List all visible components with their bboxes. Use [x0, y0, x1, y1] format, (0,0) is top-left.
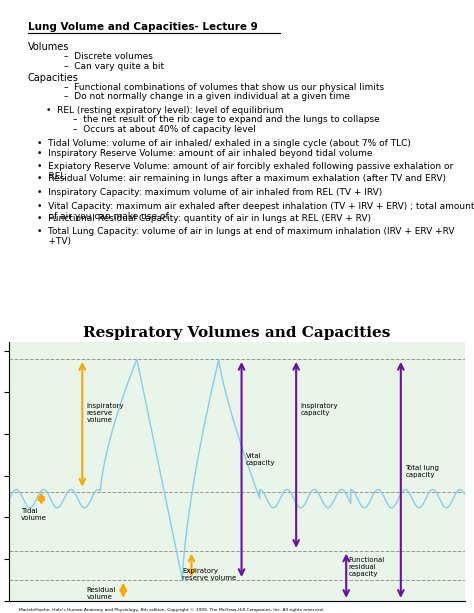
Text: Inspiratory
reserve
volume: Inspiratory reserve volume: [87, 403, 125, 423]
Text: –  Discrete volumes: – Discrete volumes: [64, 52, 153, 61]
Text: Inspiratory
capacity: Inspiratory capacity: [301, 403, 338, 416]
Text: •  Residual Volume: air remaining in lungs after a maximum exhalation (after TV : • Residual Volume: air remaining in lung…: [37, 174, 446, 183]
Title: Respiratory Volumes and Capacities: Respiratory Volumes and Capacities: [83, 326, 391, 340]
Text: •  Expiatory Reserve Volume: amount of air forcibly exhaled following passive ex: • Expiatory Reserve Volume: amount of ai…: [37, 162, 453, 181]
Text: Marieb/Hoehn, Hole's Human Anatomy and Physiology, 8th edition, Copyright © 1999: Marieb/Hoehn, Hole's Human Anatomy and P…: [19, 608, 324, 612]
Text: •  Vital Capacity: maximum air exhaled after deepest inhalation (TV + IRV + ERV): • Vital Capacity: maximum air exhaled af…: [37, 202, 474, 221]
Text: •  REL (resting expiratory level): level of equilibrium: • REL (resting expiratory level): level …: [46, 105, 283, 115]
Text: •  Inspiratory Capacity: maximum volume of air inhaled from REL (TV + IRV): • Inspiratory Capacity: maximum volume o…: [37, 188, 382, 197]
Text: –  Functional combinations of volumes that show us our physical limits: – Functional combinations of volumes tha…: [64, 83, 384, 92]
Text: Residual
volume: Residual volume: [87, 587, 116, 600]
Text: Functional
residual
capacity: Functional residual capacity: [348, 557, 385, 577]
Text: Lung Volume and Capacities- Lecture 9: Lung Volume and Capacities- Lecture 9: [27, 21, 257, 32]
Text: •  Tidal Volume: volume of air inhaled/ exhaled in a single cycle (about 7% of T: • Tidal Volume: volume of air inhaled/ e…: [37, 139, 410, 148]
Text: Tidal
volume: Tidal volume: [21, 508, 47, 520]
Text: •  Functional Residual Capacity: quantity of air in lungs at REL (ERV + RV): • Functional Residual Capacity: quantity…: [37, 215, 371, 223]
Text: Volumes: Volumes: [27, 42, 69, 52]
Text: –  Can vary quite a bit: – Can vary quite a bit: [64, 62, 164, 71]
Text: –  Do not normally change in a given individual at a given time: – Do not normally change in a given indi…: [64, 93, 350, 102]
Text: Expiratory
reserve volume: Expiratory reserve volume: [182, 568, 237, 581]
Text: –  the net result of the rib cage to expand and the lungs to collapse: – the net result of the rib cage to expa…: [73, 115, 380, 124]
Text: •  Inspiratory Reserve Volume: amount of air inhaled beyond tidal volume: • Inspiratory Reserve Volume: amount of …: [37, 149, 372, 158]
Text: –  Occurs at about 40% of capacity level: – Occurs at about 40% of capacity level: [73, 124, 256, 134]
Text: Total lung
capacity: Total lung capacity: [405, 465, 439, 478]
Text: •  Total Lung Capacity: volume of air in lungs at end of maximum inhalation (IRV: • Total Lung Capacity: volume of air in …: [37, 227, 454, 246]
Text: Vital
capacity: Vital capacity: [246, 452, 275, 465]
Text: Capacities: Capacities: [27, 73, 79, 83]
